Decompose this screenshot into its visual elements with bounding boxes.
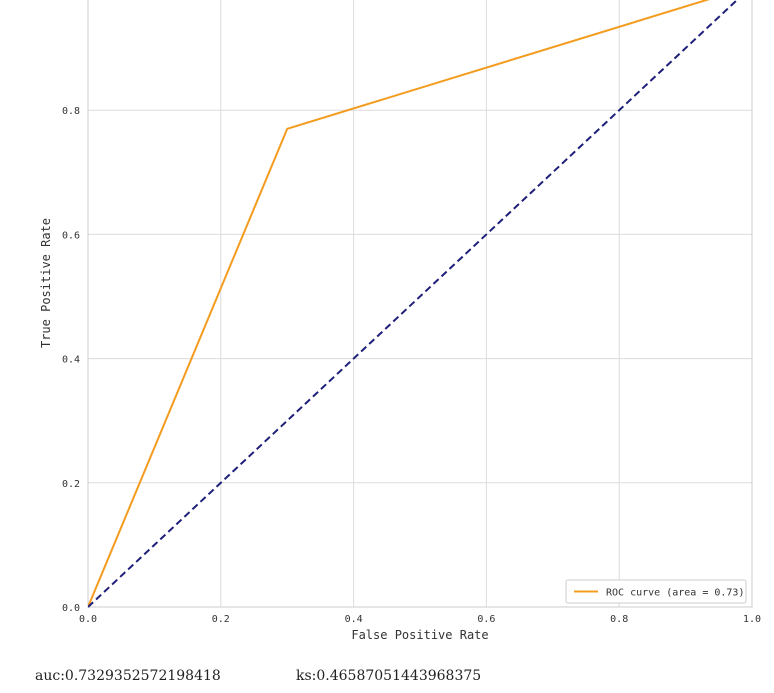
tick-labels: 0.0 0.2 0.4 0.6 0.8 1.0 0.0 0.2 0.4 0.6 0.8: [62, 106, 761, 625]
x-tick-label: 0.6: [477, 614, 495, 625]
grid: [87, 0, 753, 608]
x-axis-label: False Positive Rate: [351, 628, 488, 642]
x-tick-label: 0.0: [79, 614, 97, 625]
legend-box: [565, 579, 747, 604]
y-axis-label: True Positive Rate: [39, 218, 53, 348]
chance-diagonal-line: [88, 0, 739, 608]
x-tick-label: 0.4: [345, 614, 363, 625]
x-tick-label: 1.0: [743, 614, 761, 625]
plot-frame: [87, 0, 753, 608]
x-tick-label: 0.2: [212, 614, 230, 625]
series-group: [88, 0, 739, 608]
y-tick-label: 0.0: [62, 603, 80, 614]
y-tick-label: 0.6: [62, 230, 80, 241]
legend: ROC curve (area = 0.73): [565, 579, 747, 604]
ks-value: ks:0.46587051443968375: [296, 668, 482, 684]
y-tick-label: 0.8: [62, 106, 80, 117]
roc-curve-line: [88, 0, 710, 608]
legend-label-roc: ROC curve (area = 0.73): [606, 588, 744, 599]
x-tick-label: 0.8: [610, 614, 628, 625]
y-tick-label: 0.2: [62, 479, 80, 490]
auc-value: auc:0.7329352572198418: [35, 668, 221, 684]
y-tick-label: 0.4: [62, 355, 80, 366]
